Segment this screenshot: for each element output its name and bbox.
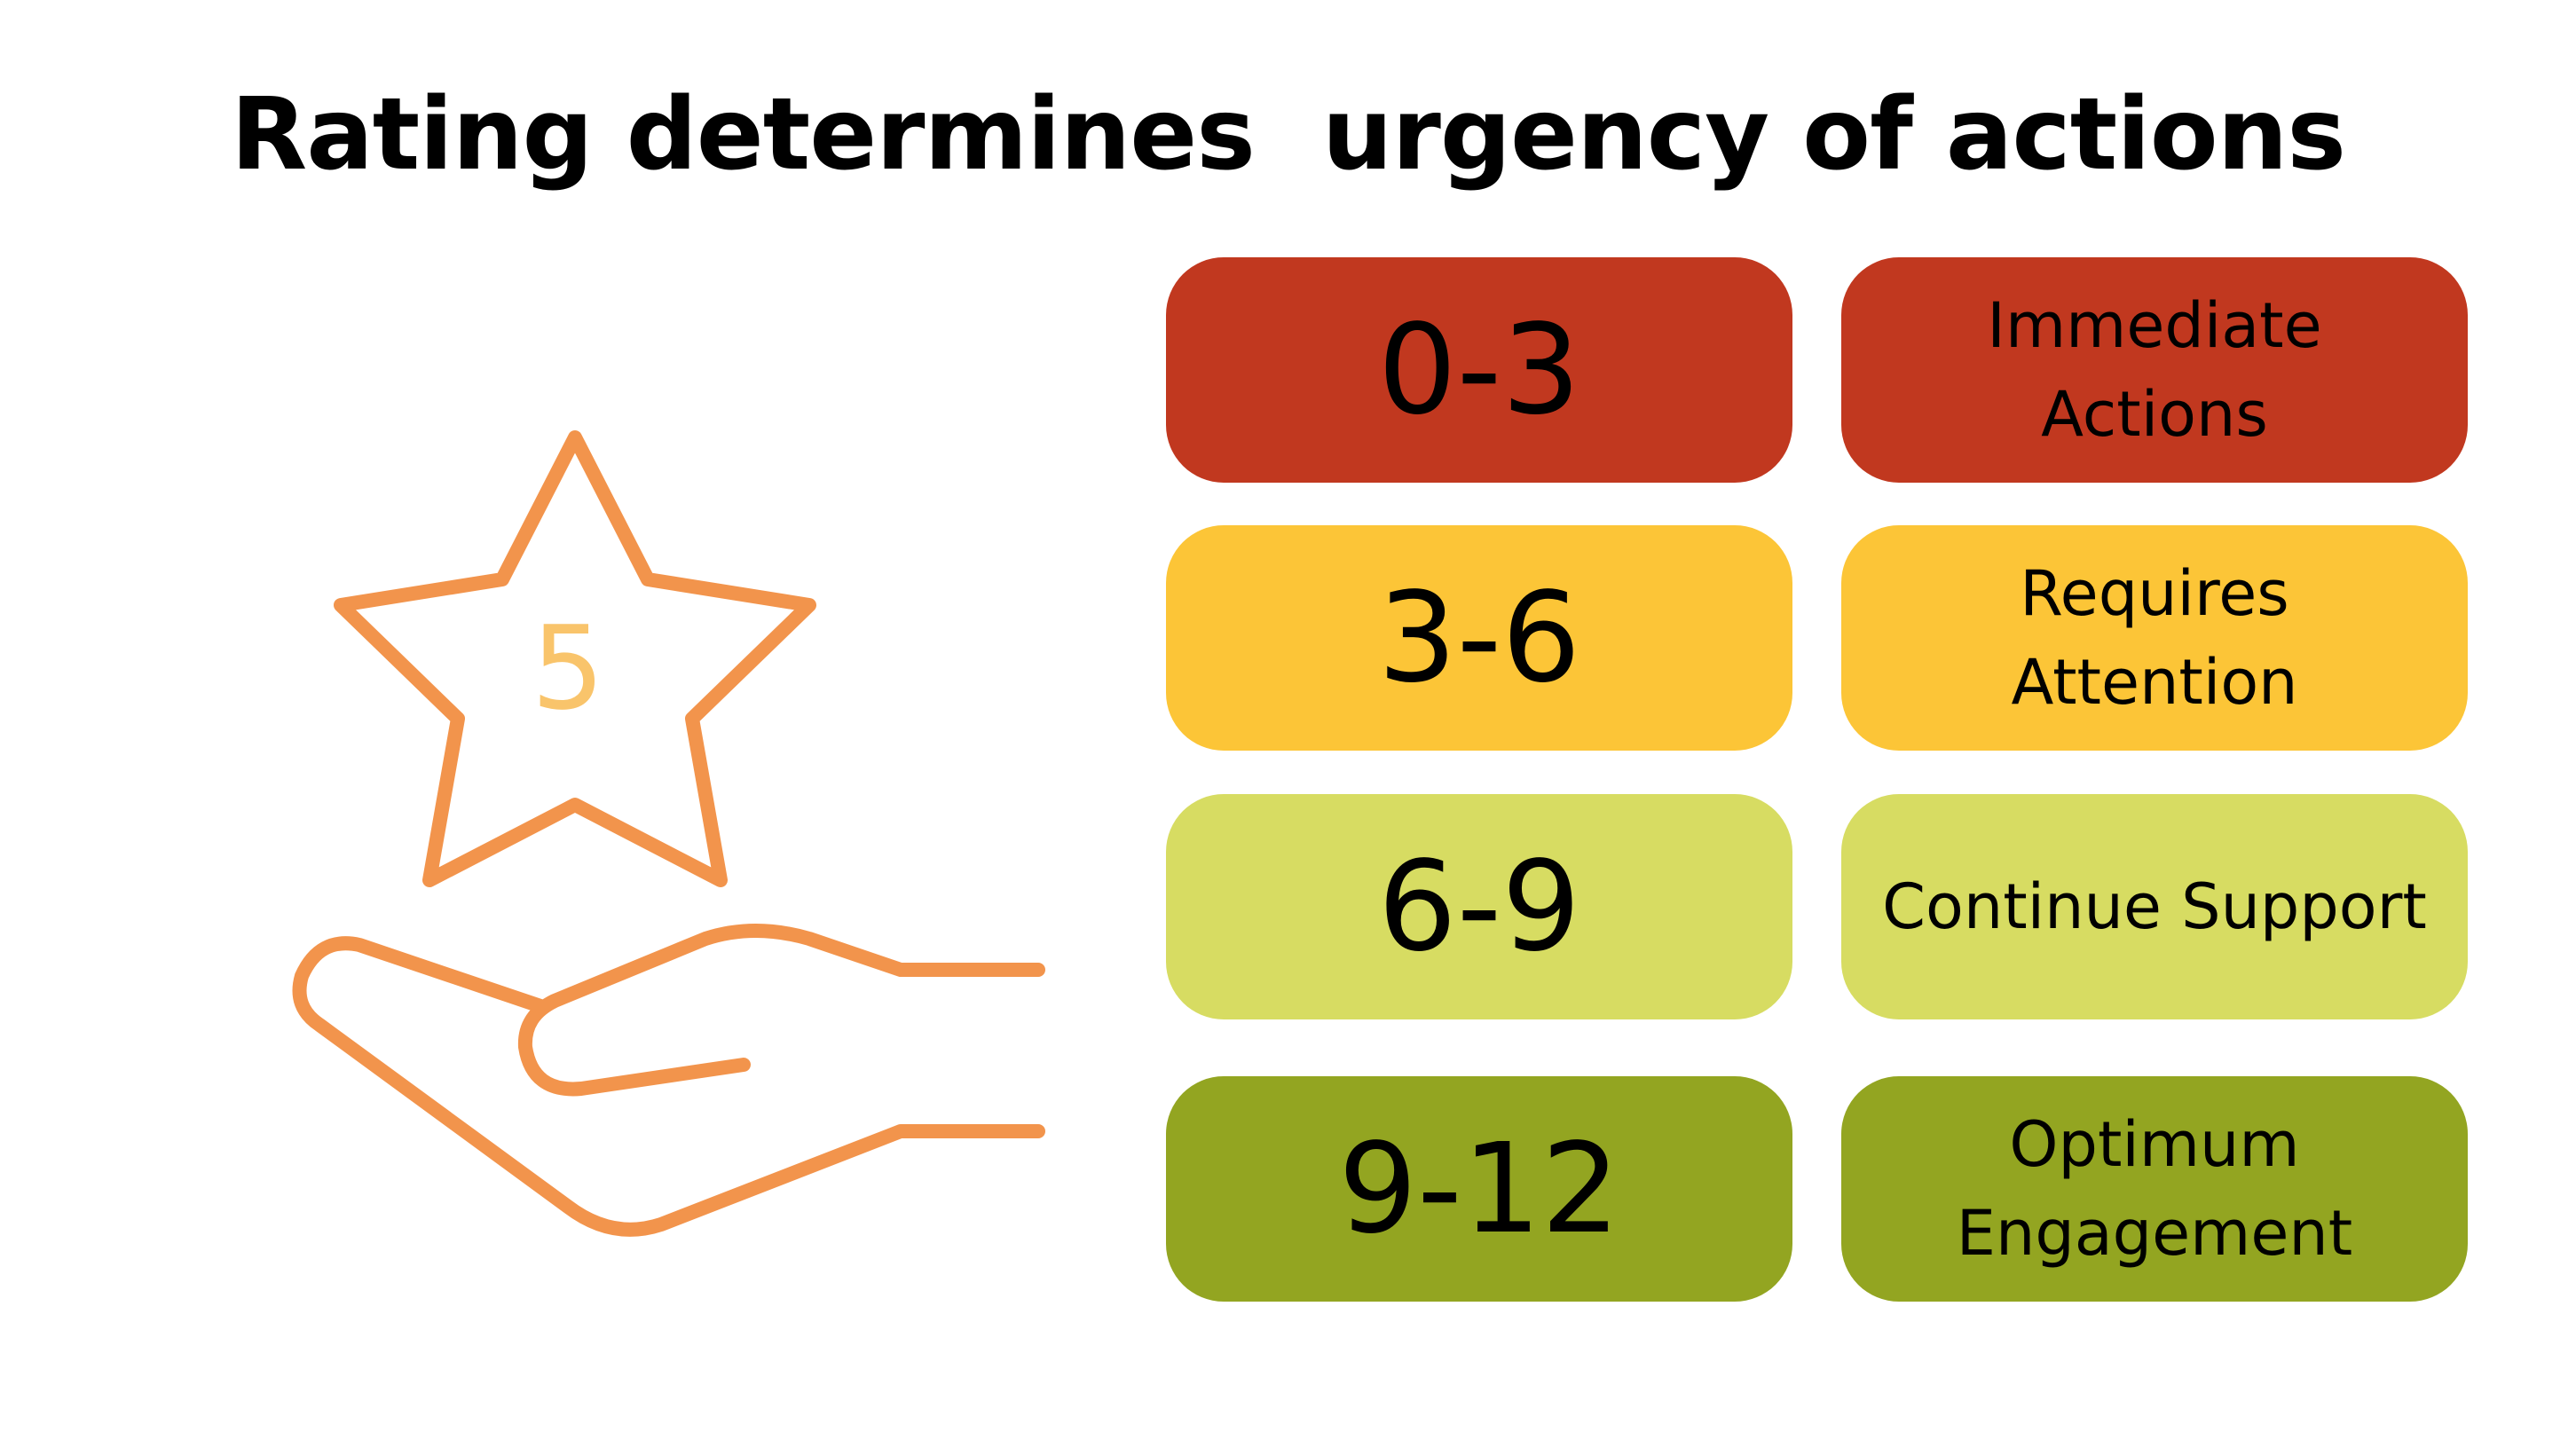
star-icon: 5 bbox=[334, 430, 816, 887]
range-pill-9-12: 9-12 bbox=[1166, 1076, 1792, 1302]
action-label: Optimum Engagement bbox=[1956, 1108, 2353, 1270]
action-label: Requires Attention bbox=[2011, 557, 2298, 719]
star-rating-number: 5 bbox=[532, 601, 605, 736]
action-pill-continue-support: Continue Support bbox=[1841, 794, 2468, 1019]
range-pill-0-3: 0-3 bbox=[1166, 257, 1792, 483]
action-label: Immediate Actions bbox=[1987, 289, 2322, 451]
range-pill-6-9: 6-9 bbox=[1166, 794, 1792, 1019]
action-label: Continue Support bbox=[1882, 870, 2427, 943]
action-pill-immediate-actions: Immediate Actions bbox=[1841, 257, 2468, 483]
hand-icon bbox=[292, 924, 1045, 1237]
range-pill-3-6: 3-6 bbox=[1166, 525, 1792, 751]
action-pill-requires-attention: Requires Attention bbox=[1841, 525, 2468, 751]
action-pill-optimum-engagement: Optimum Engagement bbox=[1841, 1076, 2468, 1302]
star-in-hand-illustration: 5 bbox=[292, 430, 1045, 1237]
page-title: Rating determines urgency of actions bbox=[230, 77, 2346, 193]
